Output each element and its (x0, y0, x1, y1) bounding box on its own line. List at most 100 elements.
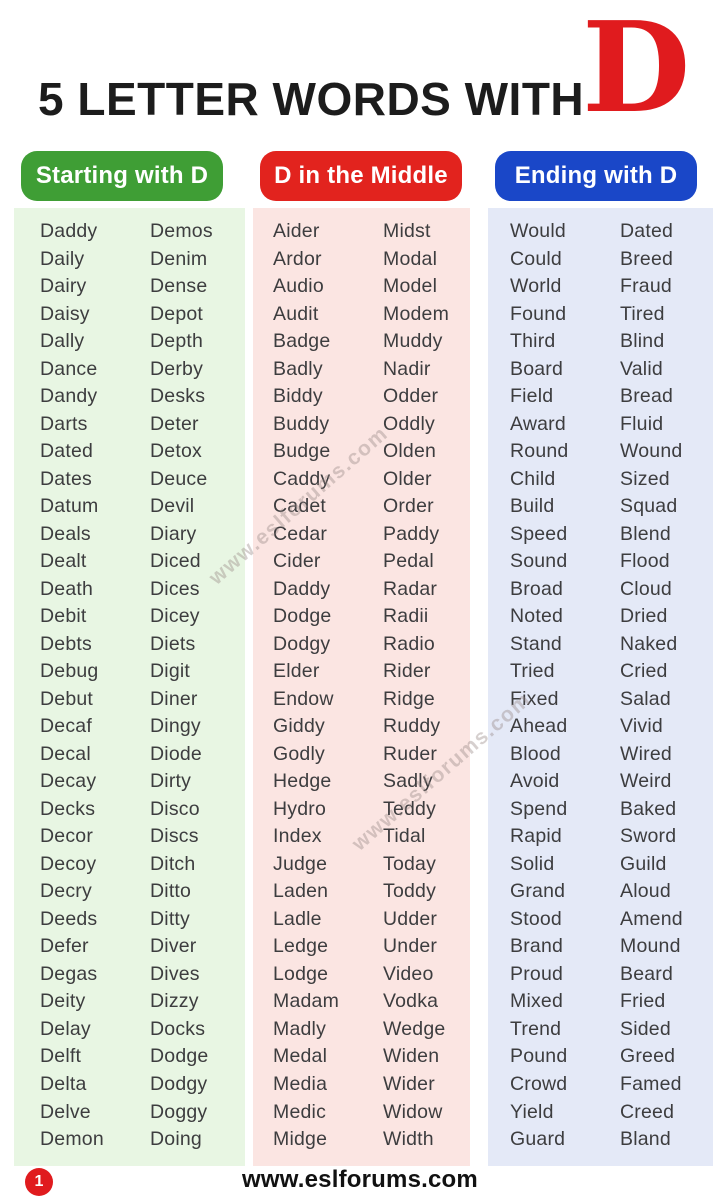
word-item: Child (510, 467, 556, 490)
word-item: Sided (620, 1017, 671, 1040)
word-item: Defer (40, 935, 89, 958)
word-item: Tried (510, 660, 555, 683)
word-column: Midst Modal Model Modem Muddy Nadir Odder Oddly… (383, 221, 466, 1151)
word-item: Devil (150, 495, 195, 518)
word-item: Oddly (383, 412, 435, 435)
website-url: www.eslforums.com (242, 1166, 478, 1193)
word-item: Judge (273, 852, 328, 875)
word-item: Diode (150, 742, 202, 765)
word-item: Paddy (383, 522, 440, 545)
word-item: Stood (510, 907, 562, 930)
word-item: Debit (40, 605, 87, 628)
word-item: Delta (40, 1072, 87, 1095)
word-item: Nadir (383, 357, 431, 380)
word-item: Dingy (150, 715, 201, 738)
word-item: Medic (273, 1100, 327, 1123)
word-item: Medal (273, 1045, 328, 1068)
word-item: Darts (40, 412, 88, 435)
word-item: Udder (383, 907, 438, 930)
word-item: Badge (273, 330, 331, 353)
word-item: Blind (620, 330, 665, 353)
word-item: Beard (620, 962, 674, 985)
word-item: Blood (510, 742, 561, 765)
word-item: Deeds (40, 907, 98, 930)
word-item: Wedge (383, 1017, 446, 1040)
word-item: Build (510, 495, 555, 518)
word-item: Crowd (510, 1072, 568, 1095)
word-item: Diets (150, 632, 196, 655)
word-item: Demos (150, 220, 213, 242)
word-column: Would Could World Found Third Board Field Award… (510, 221, 620, 1150)
word-item: Ruddy (383, 715, 441, 738)
panel-d-in-the-middle: Aider Ardor Audio Audit Badge Badly Biddy Buddy… (253, 208, 470, 1166)
word-item: Delft (40, 1045, 82, 1068)
word-item: Cloud (620, 577, 672, 600)
word-item: Derby (150, 357, 204, 380)
word-item: Spend (510, 797, 568, 820)
word-item: Blend (620, 522, 671, 545)
word-item: Fixed (510, 687, 559, 710)
word-item: Mound (620, 935, 681, 958)
word-item: Sword (620, 825, 677, 848)
word-item: Dizzy (150, 990, 199, 1013)
featured-letter-d: D (582, 0, 691, 141)
word-item: Today (383, 852, 437, 875)
word-item: Width (383, 1128, 434, 1151)
word-item: Dealt (40, 550, 87, 573)
word-item: Lodge (273, 962, 329, 985)
word-item: Decoy (40, 852, 97, 875)
panel-starting-with-d: Daddy Daily Dairy Daisy Dally Dance Dandy Darts… (14, 208, 245, 1166)
word-item: Madly (273, 1017, 327, 1040)
word-item: Audio (273, 275, 324, 298)
word-item: Fraud (620, 275, 672, 298)
word-item: Dodge (273, 605, 332, 628)
word-item: Sized (620, 467, 670, 490)
word-item: Radio (383, 632, 435, 655)
word-item: Avoid (510, 770, 560, 793)
word-item: Award (510, 412, 566, 435)
section-header-d-in-the-middle: D in the Middle (260, 151, 462, 201)
word-item: Modem (383, 302, 450, 325)
word-item: Docks (150, 1017, 206, 1040)
word-item: Pound (510, 1045, 568, 1068)
word-item: Round (510, 440, 569, 463)
word-item: Wired (620, 742, 672, 765)
word-item: Weird (620, 770, 672, 793)
word-item: Older (383, 467, 432, 490)
word-item: Muddy (383, 330, 443, 353)
word-item: Depot (150, 302, 204, 325)
word-item: Trend (510, 1017, 562, 1040)
word-item: Famed (620, 1072, 682, 1095)
word-item: Cedar (273, 522, 328, 545)
word-item: Cider (273, 550, 321, 573)
word-item: Deals (40, 522, 91, 545)
word-item: Dives (150, 962, 200, 985)
word-item: Found (510, 302, 567, 325)
word-item: Budge (273, 440, 331, 463)
page-title: 5 LETTER WORDS WITH (38, 73, 585, 125)
word-item: Radii (383, 605, 429, 628)
word-item: Dairy (40, 275, 87, 298)
word-item: Flood (620, 550, 670, 573)
word-item: Dicey (150, 605, 200, 628)
word-item: Solid (510, 852, 555, 875)
word-item: Diary (150, 522, 197, 545)
word-item: Sound (510, 550, 568, 573)
word-item: Cried (620, 660, 668, 683)
word-item: Dirty (150, 770, 192, 793)
word-item: Vivid (620, 715, 663, 738)
word-item: Dated (40, 440, 94, 463)
page-number-badge: 1 (25, 1168, 53, 1196)
word-item: Ditto (150, 880, 192, 903)
word-item: Wound (620, 440, 683, 463)
word-item: Proud (510, 962, 564, 985)
word-item: Dates (40, 467, 92, 490)
word-item: Ledge (273, 935, 329, 958)
word-item: Daddy (40, 220, 98, 242)
word-item: Brand (510, 935, 564, 958)
word-item: Diver (150, 935, 197, 958)
word-item: Index (273, 825, 322, 848)
word-item: Digit (150, 660, 191, 683)
word-item: Tired (620, 302, 665, 325)
